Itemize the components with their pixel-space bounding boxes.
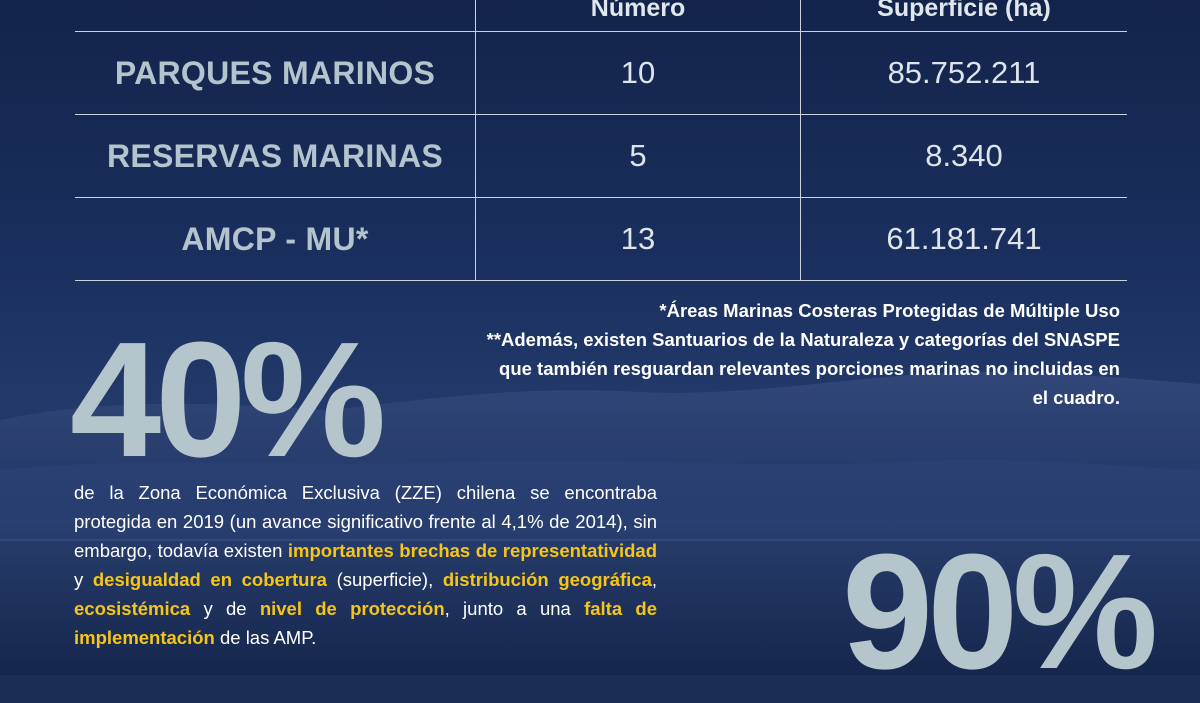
row-number: 13 (475, 197, 801, 281)
table-row: AMCP - MU* 13 61.181.741 (75, 197, 1127, 281)
text-segment: , (651, 569, 658, 590)
stat-40-percent: 40% (70, 308, 386, 491)
highlight-text: falta de implementación (74, 598, 657, 648)
table-row: RESERVAS MARINAS 5 8.340 (75, 114, 1127, 198)
stat-90-percent: 90% (842, 520, 1158, 703)
highlight-text: importantes brechas de representatividad (287, 540, 657, 561)
stat-description: de la Zona Económica Exclusiva (ZZE) chi… (74, 478, 657, 652)
row-label: PARQUES MARINOS (75, 31, 476, 115)
highlight-text: distribución geográfica (442, 569, 652, 590)
table-header-row: Número Superficie (ha) (75, 0, 1127, 32)
row-surface: 8.340 (800, 114, 1127, 198)
row-number: 5 (475, 114, 801, 198)
header-number: Número (475, 0, 801, 32)
header-surface: Superficie (ha) (800, 0, 1127, 32)
table-row: PARQUES MARINOS 10 85.752.211 (75, 31, 1127, 115)
highlight-text: nivel de protección (259, 598, 445, 619)
footnote-amcp: *Áreas Marinas Costeras Protegidas de Mú… (659, 300, 1120, 321)
row-surface: 85.752.211 (800, 31, 1127, 115)
text-segment: y de (190, 598, 260, 619)
text-segment: de las AMP. (214, 627, 317, 648)
glacier-landscape (0, 371, 1200, 675)
text-segment: de la Zona Económica Exclusiva (ZZE) chi… (74, 482, 657, 561)
table-footnotes: *Áreas Marinas Costeras Protegidas de Mú… (480, 296, 1120, 412)
text-segment: y (74, 569, 93, 590)
header-category (75, 0, 476, 32)
row-number: 10 (475, 31, 801, 115)
highlight-text: ecosistémica (74, 598, 191, 619)
highlight-text: desigualdad en cobertura (92, 569, 327, 590)
row-surface: 61.181.741 (800, 197, 1127, 281)
footnote-other-categories: **Además, existen Santuarios de la Natur… (486, 329, 1120, 408)
text-segment: , junto a una (444, 598, 585, 619)
row-label: RESERVAS MARINAS (75, 114, 476, 198)
protected-areas-table: Número Superficie (ha) PARQUES MARINOS 1… (75, 0, 1127, 281)
row-label: AMCP - MU* (75, 197, 476, 281)
text-segment: (superficie), (326, 569, 443, 590)
